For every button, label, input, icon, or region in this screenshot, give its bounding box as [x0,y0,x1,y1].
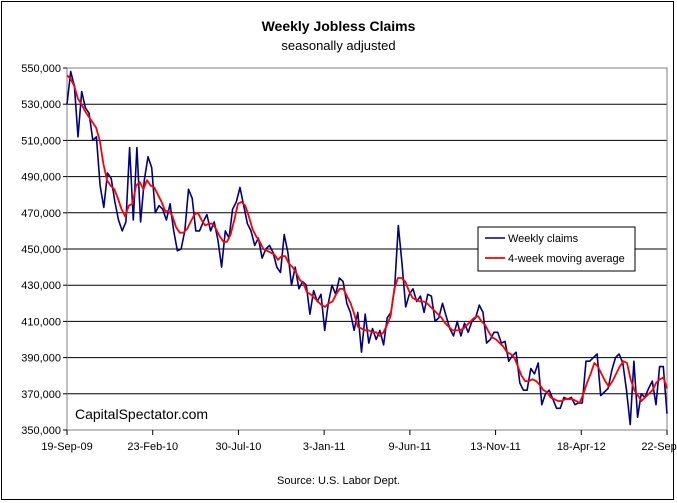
y-tick-label: 530,000 [21,99,61,111]
y-tick-label: 430,000 [21,280,61,292]
legend-box [477,226,636,272]
x-tick-label: 30-Jul-10 [215,441,261,453]
x-tick-label: 3-Jan-11 [303,441,346,453]
legend-label-weekly-claims: Weekly claims [508,233,579,245]
x-tick-label: 18-Apr-12 [557,441,606,453]
gridlines [67,67,667,395]
x-tick-label: 13-Nov-11 [470,441,521,453]
y-tick-label: 370,000 [21,389,61,401]
x-tick-label: 23-Feb-10 [127,441,178,453]
x-axis: 19-Sep-09 23-Feb-10 30-Jul-10 3-Jan-11 9-Jun… [41,430,677,453]
chart-source: Source: U.S. Labor Dept. [277,475,400,487]
legend-label-4-week-moving-average: 4-week moving average [508,253,625,265]
y-tick-label: 350,000 [21,425,61,437]
series-line-4-week-moving-average [66,74,668,404]
x-tick-label: 22-Sep-12 [641,441,677,453]
chart-subtitle: seasonally adjusted [281,38,396,53]
legend: Weekly claims 4-week moving average [477,226,636,272]
y-tick-label: 510,000 [21,135,61,147]
y-tick-label: 390,000 [21,353,61,365]
y-tick-label: 450,000 [21,244,61,256]
y-axis: 350,000 370,000 390,000 410,000 430,000 450,0… [21,63,67,437]
y-tick-label: 490,000 [21,172,61,184]
watermark-text: CapitalSpectator.com [75,406,208,422]
x-tick-label: 19-Sep-09 [41,441,92,453]
y-tick-label: 470,000 [21,208,61,220]
y-tick-label: 550,000 [21,63,61,75]
chart-title: Weekly Jobless Claims [261,18,416,34]
y-tick-label: 410,000 [21,316,61,328]
x-tick-label: 9-Jun-11 [389,441,432,453]
